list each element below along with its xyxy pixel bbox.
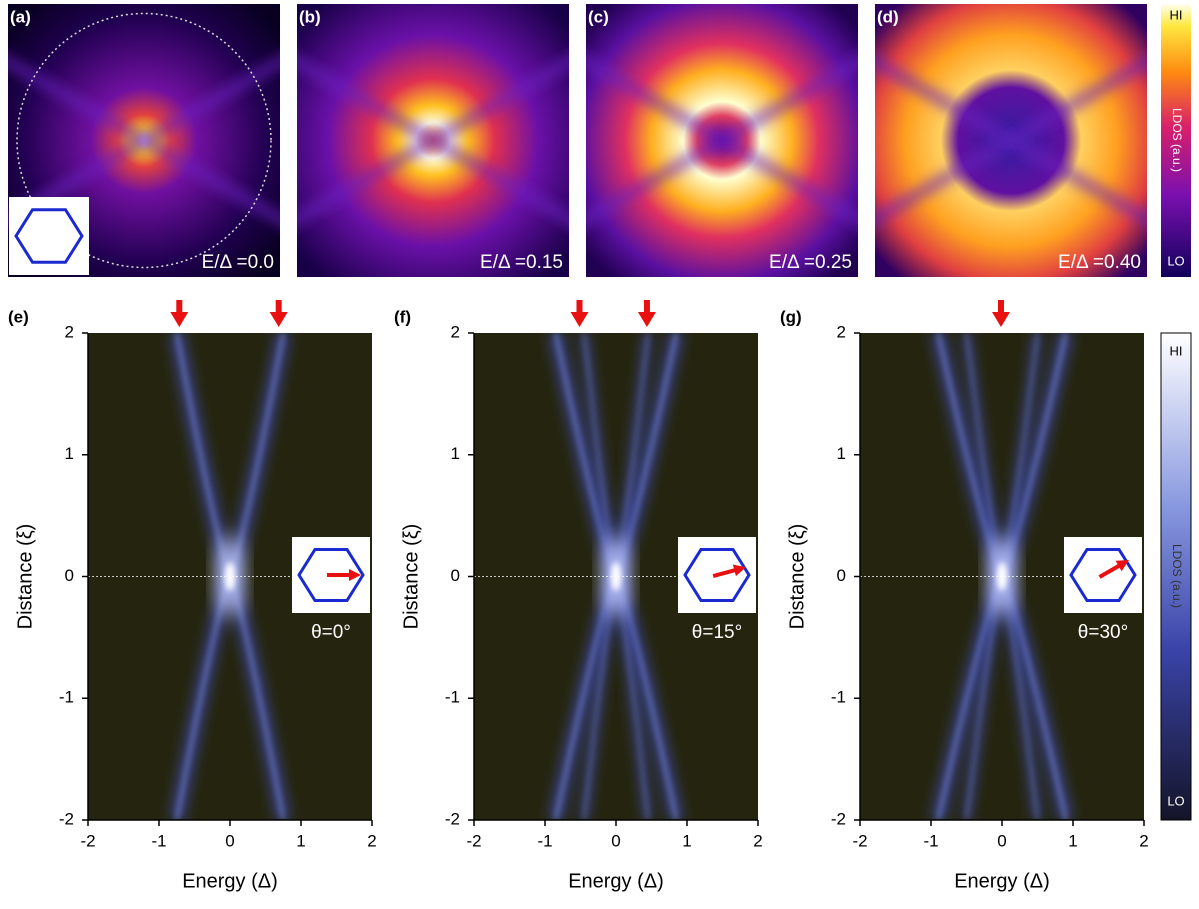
panel-label: (a) [10, 7, 31, 26]
arrow [270, 300, 288, 327]
energy-label: E/Δ =0.0 [202, 252, 274, 273]
y-tick-label: 1 [65, 444, 74, 463]
map-panel: (d) E/Δ =0.40 [835, 0, 1187, 341]
colorbar-low: LO [1167, 793, 1184, 808]
x-tick-label: -1 [923, 831, 938, 850]
y-tick-label: 0 [65, 566, 74, 585]
y-axis-label: Distance (ξ) [786, 524, 808, 630]
colorbar-high: HI [1170, 343, 1183, 358]
y-tick-label: -1 [445, 688, 460, 707]
map-image [0, 0, 320, 341]
y-axis-label: Distance (ξ) [14, 524, 36, 630]
y-tick-label: 2 [837, 322, 846, 341]
x-tick-label: -1 [151, 831, 166, 850]
colorbar-high: HI [1170, 7, 1183, 22]
x-tick-label: 1 [1068, 831, 1077, 850]
y-axis-label: Distance (ξ) [400, 524, 422, 630]
arrow [170, 300, 188, 327]
x-tick-label: 1 [296, 831, 305, 850]
x-tick-label: -2 [466, 831, 481, 850]
panel-label: (f) [394, 307, 411, 326]
map-panel: (b) E/Δ =0.15 [257, 0, 609, 341]
y-tick-label: 1 [451, 444, 460, 463]
heatmap-panel: -2 -1 0 1 2 -2 -1 0 1 2 Energy (Δ) Distance (ξ) (f) θ… [394, 300, 763, 892]
y-tick-label: 1 [837, 444, 846, 463]
x-tick-label: 0 [997, 831, 1006, 850]
panel-label: (c) [588, 7, 609, 26]
energy-label: E/Δ =0.25 [769, 252, 852, 273]
y-tick-label: 0 [451, 566, 460, 585]
x-tick-label: 0 [611, 831, 620, 850]
x-tick-label: 2 [367, 831, 376, 850]
arrow [992, 300, 1010, 327]
y-tick-label: -2 [831, 809, 846, 828]
colorbar-low: LO [1167, 253, 1184, 268]
x-tick-label: 0 [225, 831, 234, 850]
map-image [835, 0, 1187, 341]
y-tick-label: 0 [837, 566, 846, 585]
panel-label: (e) [8, 307, 29, 326]
x-tick-label: 2 [753, 831, 762, 850]
map-panel: (a) E/Δ =0.0 [0, 0, 320, 341]
y-tick-label: -2 [445, 809, 460, 828]
heatmap-panel: -2 -1 0 1 2 -2 -1 0 1 2 Energy (Δ) Distance (ξ) (e) θ… [8, 300, 377, 892]
y-tick-label: -1 [59, 688, 74, 707]
x-tick-label: -2 [852, 831, 867, 850]
map-image [546, 0, 898, 341]
panel-label: (b) [299, 7, 321, 26]
map-panel: (c) E/Δ =0.25 [546, 0, 898, 341]
x-axis-label: Energy (Δ) [182, 870, 278, 892]
arrow [638, 300, 656, 327]
arrow [571, 300, 589, 327]
y-tick-label: 2 [65, 322, 74, 341]
x-tick-label: 1 [682, 831, 691, 850]
angle-label: θ=15° [692, 622, 742, 643]
panel-label: (g) [780, 307, 802, 326]
panel-label: (d) [877, 7, 899, 26]
colorbar-label: LDOS (a.u.) [1170, 108, 1184, 172]
energy-label: E/Δ =0.15 [480, 252, 563, 273]
angle-label: θ=30° [1078, 622, 1128, 643]
x-axis-label: Energy (Δ) [568, 870, 664, 892]
heatmap-panel: -2 -1 0 1 2 -2 -1 0 1 2 Energy (Δ) Distance (ξ) (g) θ… [780, 300, 1149, 892]
figure: HI LO LDOS (a.u.) HI LO LDOS (a.u.) (a) E… [0, 0, 1199, 909]
y-tick-label: -1 [831, 688, 846, 707]
energy-label: E/Δ =0.40 [1058, 252, 1141, 273]
x-tick-label: -2 [80, 831, 95, 850]
x-axis-label: Energy (Δ) [954, 870, 1050, 892]
map-image [257, 0, 609, 341]
y-tick-label: -2 [59, 809, 74, 828]
x-tick-label: 2 [1139, 831, 1148, 850]
x-tick-label: -1 [537, 831, 552, 850]
angle-label: θ=0° [311, 622, 351, 643]
y-tick-label: 2 [451, 322, 460, 341]
colorbar-label: LDOS (a.u.) [1170, 544, 1184, 608]
